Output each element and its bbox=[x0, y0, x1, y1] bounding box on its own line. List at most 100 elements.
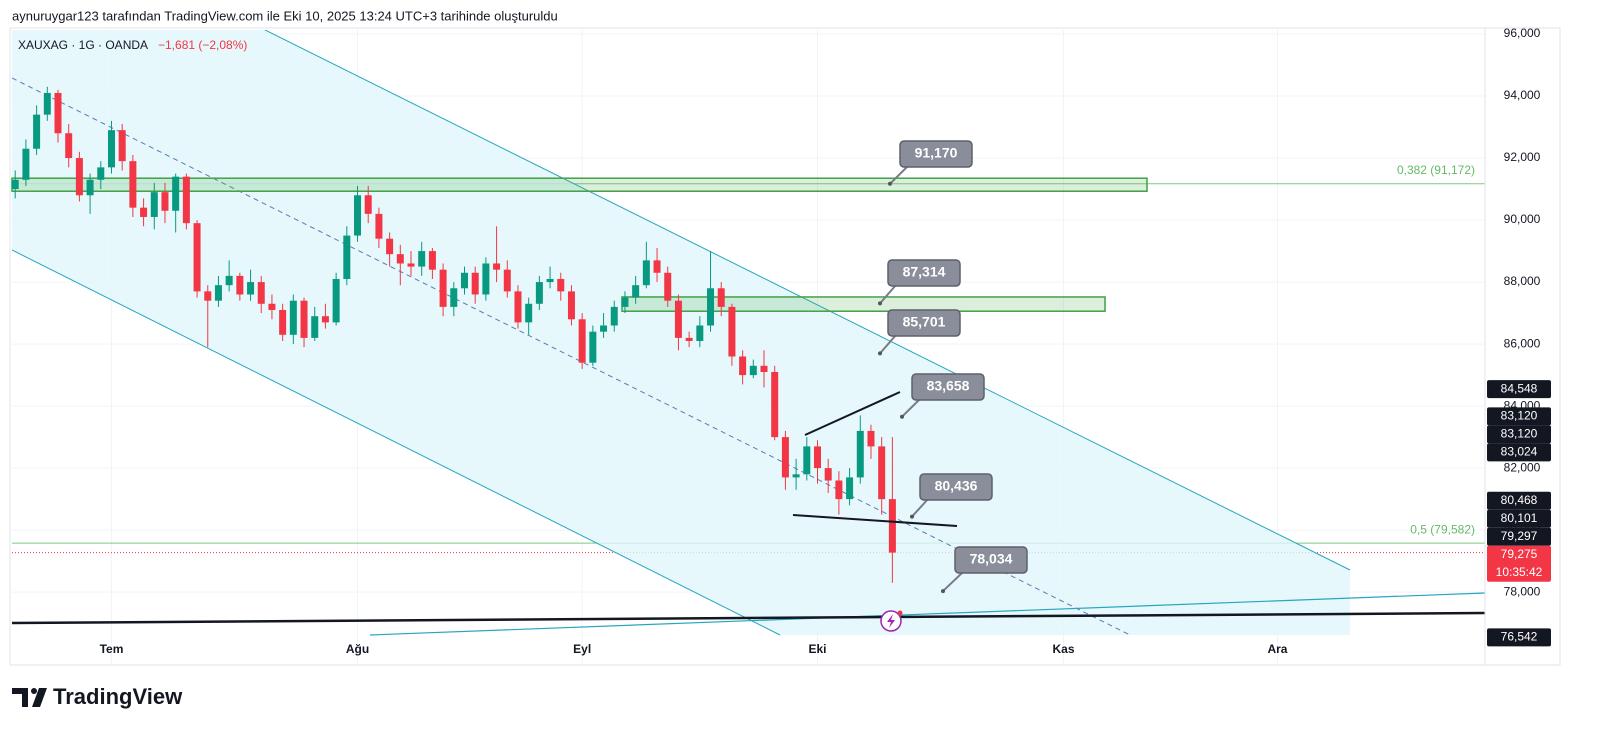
note-box bbox=[899, 140, 973, 168]
candle-body bbox=[257, 282, 265, 304]
x-tick-label: Kas bbox=[1053, 642, 1075, 656]
note-pointer bbox=[879, 334, 897, 355]
note-box bbox=[954, 546, 1028, 574]
candle-body bbox=[428, 251, 436, 270]
note-pointer bbox=[942, 571, 964, 592]
candle-body bbox=[578, 319, 586, 363]
candle-body bbox=[236, 275, 244, 295]
candle-body bbox=[739, 356, 747, 376]
logo: TradingView bbox=[12, 684, 183, 709]
candle-body bbox=[632, 285, 640, 298]
symbol: XAUXAG · 1G · OANDA bbox=[18, 38, 148, 52]
price-label: 79,297 bbox=[1501, 529, 1538, 543]
candle-body bbox=[835, 480, 843, 500]
price-label-box bbox=[1487, 380, 1551, 399]
logo-dot bbox=[31, 688, 37, 694]
note-label: 80,436 bbox=[935, 478, 978, 494]
patterns bbox=[11, 391, 1486, 632]
note-pointer bbox=[879, 284, 897, 305]
candle-body bbox=[75, 158, 83, 196]
candle-body bbox=[760, 365, 768, 372]
candle-body bbox=[664, 272, 672, 301]
candle-body bbox=[289, 300, 297, 335]
note-pointer bbox=[901, 398, 921, 418]
event-bolt bbox=[887, 614, 895, 628]
candle-body bbox=[311, 316, 319, 338]
candle-body bbox=[792, 474, 800, 478]
note-pointer bbox=[889, 165, 909, 185]
note-box bbox=[887, 309, 961, 337]
logo-text: TradingView bbox=[53, 684, 183, 709]
candle-body bbox=[300, 300, 308, 338]
logo-slash bbox=[32, 688, 47, 707]
y-tick-label: 96,000 bbox=[1504, 26, 1541, 40]
candle-body bbox=[214, 285, 222, 301]
candle-body bbox=[813, 446, 821, 469]
logo-mark bbox=[12, 688, 28, 707]
fib-label: 0,5 (79,582) bbox=[1410, 522, 1475, 536]
wedge-top bbox=[804, 391, 901, 436]
note-box bbox=[887, 259, 961, 287]
fib-label: 0,382 (91,172) bbox=[1397, 163, 1475, 177]
countdown: 10:35:42 bbox=[1496, 565, 1543, 579]
candle-body bbox=[172, 176, 180, 211]
note-label: 91,170 bbox=[915, 145, 958, 161]
candle-body bbox=[878, 446, 886, 500]
price-label: 83,024 bbox=[1501, 445, 1538, 459]
channel-upper bbox=[264, 30, 1351, 571]
candle-body bbox=[460, 272, 468, 289]
candle-body bbox=[65, 133, 73, 159]
x-tick-label: Eyl bbox=[573, 642, 591, 656]
price-label-box bbox=[1487, 425, 1551, 444]
candle-body bbox=[589, 331, 597, 363]
candle-body bbox=[182, 176, 190, 224]
x-tick-label: Ağu bbox=[346, 642, 369, 656]
candle-body bbox=[140, 207, 148, 217]
candle-body bbox=[33, 114, 41, 149]
candle-body bbox=[150, 192, 158, 217]
y-tick-label: 90,000 bbox=[1504, 212, 1541, 226]
candle-body bbox=[728, 306, 736, 357]
candle-body bbox=[97, 167, 105, 180]
candle-body bbox=[193, 223, 201, 292]
x-tick-label: Eki bbox=[808, 642, 826, 656]
candle-body bbox=[535, 282, 543, 304]
x-tick-label: Ara bbox=[1267, 642, 1287, 656]
candle-body bbox=[54, 92, 62, 134]
candle-body bbox=[717, 288, 725, 307]
y-tick-label: 86,000 bbox=[1504, 336, 1541, 350]
price-label: 83,120 bbox=[1501, 409, 1538, 423]
candle-body bbox=[803, 446, 811, 475]
candles bbox=[11, 86, 896, 583]
candle-body bbox=[375, 213, 383, 239]
candle-body bbox=[439, 269, 447, 307]
candle-body bbox=[332, 278, 340, 323]
candle-body bbox=[482, 263, 490, 295]
candle-body bbox=[118, 130, 126, 162]
candle-body bbox=[503, 269, 511, 292]
candle-body bbox=[610, 306, 618, 326]
note-anchor bbox=[888, 181, 892, 186]
candle-body bbox=[621, 297, 629, 307]
price-label-box bbox=[1487, 545, 1551, 582]
candle-body bbox=[600, 325, 608, 332]
candle-body bbox=[225, 275, 233, 286]
event-dot bbox=[897, 610, 903, 616]
candle-body bbox=[86, 179, 94, 196]
zone bbox=[621, 296, 1106, 312]
change: −1,681 (−2,08%) bbox=[158, 38, 247, 52]
candle-body bbox=[781, 437, 789, 478]
note-label: 78,034 bbox=[970, 551, 1013, 567]
zones bbox=[11, 177, 1148, 312]
y-tick-label: 82,000 bbox=[1504, 460, 1541, 474]
note-label: 85,701 bbox=[903, 314, 946, 330]
candle-body bbox=[653, 260, 661, 273]
candle-body bbox=[321, 316, 329, 323]
candle-body bbox=[546, 278, 554, 283]
candle-body bbox=[471, 272, 479, 295]
trend-line bbox=[369, 592, 1485, 636]
candle-body bbox=[771, 371, 779, 438]
price-axis: 78,00080,00082,00084,00086,00088,00090,0… bbox=[1487, 26, 1551, 647]
candle-body bbox=[129, 161, 137, 208]
candle-body bbox=[642, 260, 650, 286]
